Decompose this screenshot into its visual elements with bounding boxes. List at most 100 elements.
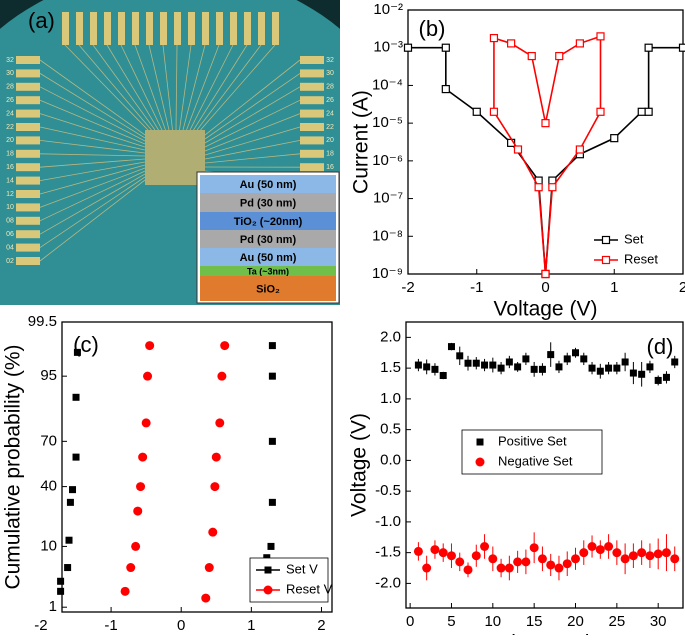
marker — [603, 257, 610, 264]
marker — [57, 578, 64, 585]
pad — [16, 110, 40, 118]
marker — [430, 545, 439, 554]
marker — [73, 454, 80, 461]
marker — [621, 554, 630, 563]
pad — [132, 12, 139, 45]
pad — [300, 136, 324, 144]
pad-label: 14 — [6, 177, 14, 184]
x-tick-label: 0 — [541, 279, 549, 296]
pad — [300, 96, 324, 104]
marker — [546, 560, 555, 569]
y-tick-label: 95 — [40, 367, 57, 384]
marker — [603, 237, 610, 244]
pad-label: 24 — [326, 110, 334, 117]
marker — [671, 358, 678, 365]
marker — [66, 537, 73, 544]
y-tick-label: 10⁻³ — [373, 39, 403, 56]
pad — [300, 123, 324, 131]
marker — [472, 551, 481, 560]
pad-label: 22 — [326, 124, 334, 131]
pad — [16, 96, 40, 104]
marker — [645, 551, 654, 560]
marker — [637, 548, 646, 557]
marker — [455, 557, 464, 566]
pad-label: 30 — [6, 70, 14, 77]
marker — [64, 564, 71, 571]
marker — [142, 418, 151, 427]
marker — [654, 549, 663, 558]
y-tick-label: 10⁻⁹ — [372, 265, 403, 282]
marker — [473, 360, 480, 367]
pad-label: 28 — [6, 84, 14, 91]
pad — [76, 12, 83, 45]
marker — [267, 543, 274, 550]
legend-label: Set — [624, 231, 644, 246]
marker — [542, 120, 549, 127]
marker — [596, 545, 605, 554]
marker — [490, 35, 497, 42]
panel-label: (a) — [28, 8, 55, 33]
y-tick-label: 40 — [40, 478, 57, 495]
y-axis-title: Current (A) — [350, 90, 373, 194]
marker — [670, 554, 679, 563]
layer-label: Ta (~3nm) — [247, 266, 289, 276]
y-tick-label: 99.5 — [28, 313, 57, 330]
marker — [210, 482, 219, 491]
x-tick-label: 1 — [610, 279, 618, 296]
y-tick-label: 0.5 — [380, 421, 401, 438]
x-tick-label: 5 — [447, 613, 455, 630]
marker — [490, 108, 497, 115]
marker — [67, 499, 74, 506]
marker — [580, 355, 587, 362]
y-tick-label: -0.5 — [375, 482, 401, 499]
x-tick-label: 15 — [526, 613, 543, 630]
marker — [497, 564, 506, 573]
marker — [145, 341, 154, 350]
marker — [597, 33, 604, 40]
x-tick-label: -1 — [470, 279, 483, 296]
marker — [576, 40, 583, 47]
marker — [655, 377, 662, 384]
marker — [522, 355, 529, 362]
pad-label: 16 — [6, 164, 14, 171]
marker — [564, 355, 571, 362]
x-tick-label: 0 — [406, 613, 414, 630]
x-tick-label: 25 — [609, 613, 626, 630]
marker — [556, 53, 563, 60]
marker — [638, 108, 645, 115]
layer-label: Au (50 nm) — [240, 179, 297, 191]
pad — [16, 69, 40, 77]
marker — [588, 542, 597, 551]
marker — [488, 554, 497, 563]
pad-label: 02 — [6, 258, 14, 265]
series-line — [494, 36, 601, 274]
marker — [597, 108, 604, 115]
x-tick-label: 10 — [484, 613, 501, 630]
pad — [16, 190, 40, 198]
pad — [62, 12, 69, 45]
marker — [269, 499, 276, 506]
pad-label: 18 — [326, 151, 334, 158]
marker — [73, 394, 80, 401]
pad — [146, 12, 153, 45]
legend-label: Negative Set — [498, 453, 573, 468]
layer-label: SiO₂ — [256, 283, 280, 295]
marker — [442, 86, 449, 93]
marker — [611, 135, 618, 142]
pad — [90, 12, 97, 45]
marker — [143, 372, 152, 381]
y-tick-label: 2.0 — [380, 328, 401, 345]
pad — [230, 12, 237, 45]
pad — [16, 203, 40, 211]
legend-label: Positive Set — [498, 433, 567, 448]
pad — [188, 12, 195, 45]
marker — [126, 563, 135, 572]
marker — [613, 365, 620, 372]
marker — [514, 363, 521, 370]
marker — [645, 44, 652, 51]
pad — [160, 12, 167, 45]
marker — [630, 370, 637, 377]
marker — [589, 365, 596, 372]
pad-label: 30 — [326, 70, 334, 77]
pad — [244, 12, 251, 45]
